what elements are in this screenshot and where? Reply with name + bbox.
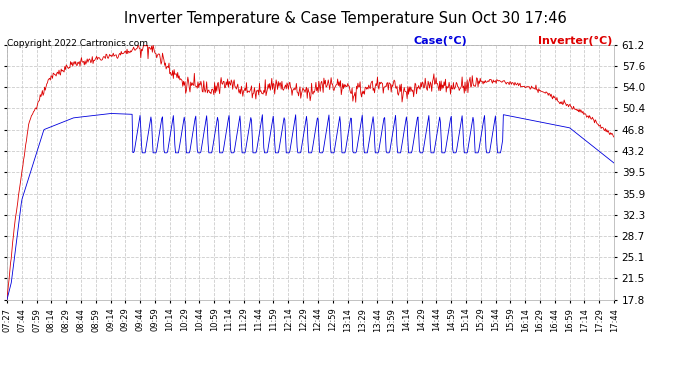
Text: Case(°C): Case(°C) — [414, 36, 468, 46]
Text: Inverter(°C): Inverter(°C) — [538, 36, 613, 46]
Text: Copyright 2022 Cartronics.com: Copyright 2022 Cartronics.com — [7, 39, 148, 48]
Text: Inverter Temperature & Case Temperature Sun Oct 30 17:46: Inverter Temperature & Case Temperature … — [124, 11, 566, 26]
